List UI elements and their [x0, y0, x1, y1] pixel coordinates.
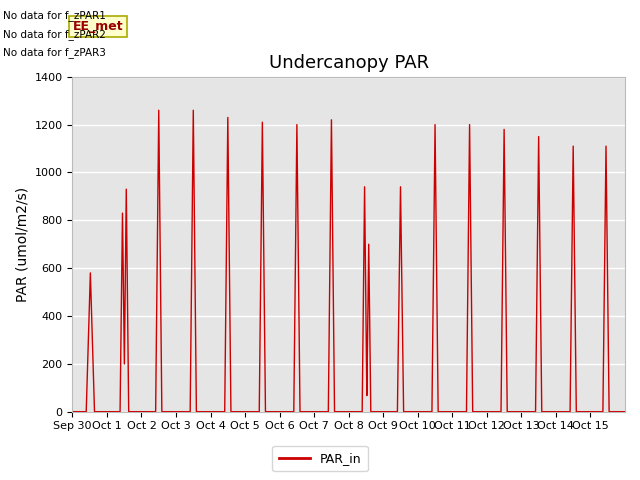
Text: No data for f_zPAR2: No data for f_zPAR2	[3, 29, 106, 40]
Y-axis label: PAR (umol/m2/s): PAR (umol/m2/s)	[15, 187, 29, 302]
Text: No data for f_zPAR1: No data for f_zPAR1	[3, 11, 106, 22]
Text: No data for f_zPAR3: No data for f_zPAR3	[3, 47, 106, 58]
Legend: PAR_in: PAR_in	[272, 446, 368, 471]
Title: Undercanopy PAR: Undercanopy PAR	[269, 54, 429, 72]
Text: EE_met: EE_met	[72, 20, 123, 33]
